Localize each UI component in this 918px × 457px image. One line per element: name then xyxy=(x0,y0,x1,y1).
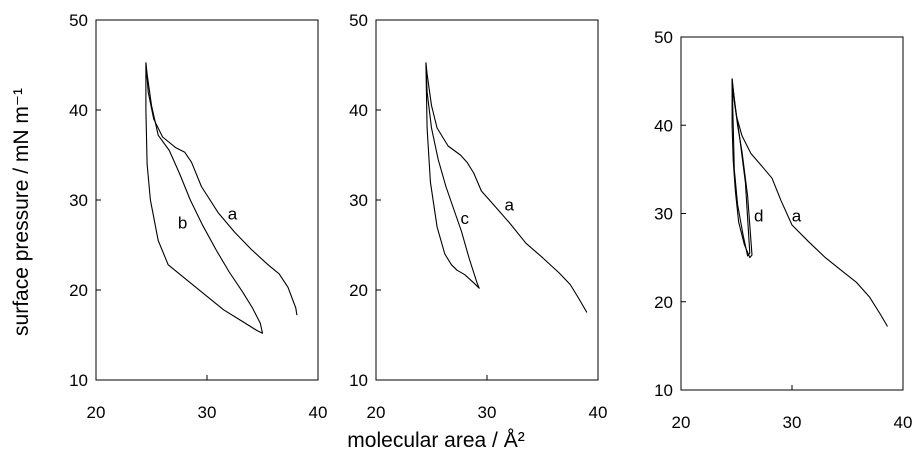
curve-label-a: a xyxy=(504,196,514,215)
curve-label-a: a xyxy=(792,206,802,225)
series-line-a xyxy=(145,62,298,316)
plot-frame xyxy=(95,19,319,381)
x-tick-label: 40 xyxy=(894,413,913,432)
y-tick-label: 20 xyxy=(349,281,368,300)
series-line-unlabeled xyxy=(731,81,751,257)
y-tick-label: 20 xyxy=(654,293,673,312)
y-axis-label: surface pressure / mN m⁻¹ xyxy=(10,88,33,336)
y-tick-label: 10 xyxy=(69,371,88,390)
y-tick-label: 40 xyxy=(69,101,88,120)
y-tick-label: 10 xyxy=(349,371,368,390)
y-tick-label: 50 xyxy=(654,28,673,47)
curve-label-b: b xyxy=(178,214,187,233)
y-tick-label: 30 xyxy=(654,205,673,224)
chart-panel-2: 10 20 30 40 50 20 30 40 a c xyxy=(349,11,607,422)
x-tick-label: 40 xyxy=(589,403,608,422)
y-tick-label: 20 xyxy=(69,281,88,300)
series-line-a xyxy=(425,62,588,313)
x-tick-label: 40 xyxy=(309,403,328,422)
x-tick-label: 20 xyxy=(672,413,691,432)
x-axis-label: molecular area / Å² xyxy=(347,429,524,452)
curve-label-a: a xyxy=(228,205,238,224)
chart-panel-3: 10 20 30 40 50 20 30 40 a d xyxy=(654,28,912,432)
x-tick-label: 30 xyxy=(783,413,802,432)
x-tick-label: 30 xyxy=(478,403,497,422)
curve-label-d: d xyxy=(754,206,763,225)
x-tick-label: 20 xyxy=(367,403,386,422)
y-tick-label: 10 xyxy=(654,381,673,400)
y-tick-label: 50 xyxy=(69,11,88,30)
x-tick-label: 20 xyxy=(87,403,106,422)
series-line-a xyxy=(731,78,888,327)
chart-panel-1: 10 20 30 40 50 20 30 40 a b xyxy=(69,11,327,422)
series-line-b xyxy=(145,63,264,334)
series-line-c xyxy=(425,63,480,289)
y-tick-label: 40 xyxy=(349,101,368,120)
y-tick-label: 40 xyxy=(654,116,673,135)
y-tick-label: 30 xyxy=(349,191,368,210)
curve-label-c: c xyxy=(461,209,470,228)
y-tick-label: 50 xyxy=(349,11,368,30)
x-tick-label: 30 xyxy=(198,403,217,422)
y-tick-label: 30 xyxy=(69,191,88,210)
plot-frame xyxy=(375,19,599,381)
